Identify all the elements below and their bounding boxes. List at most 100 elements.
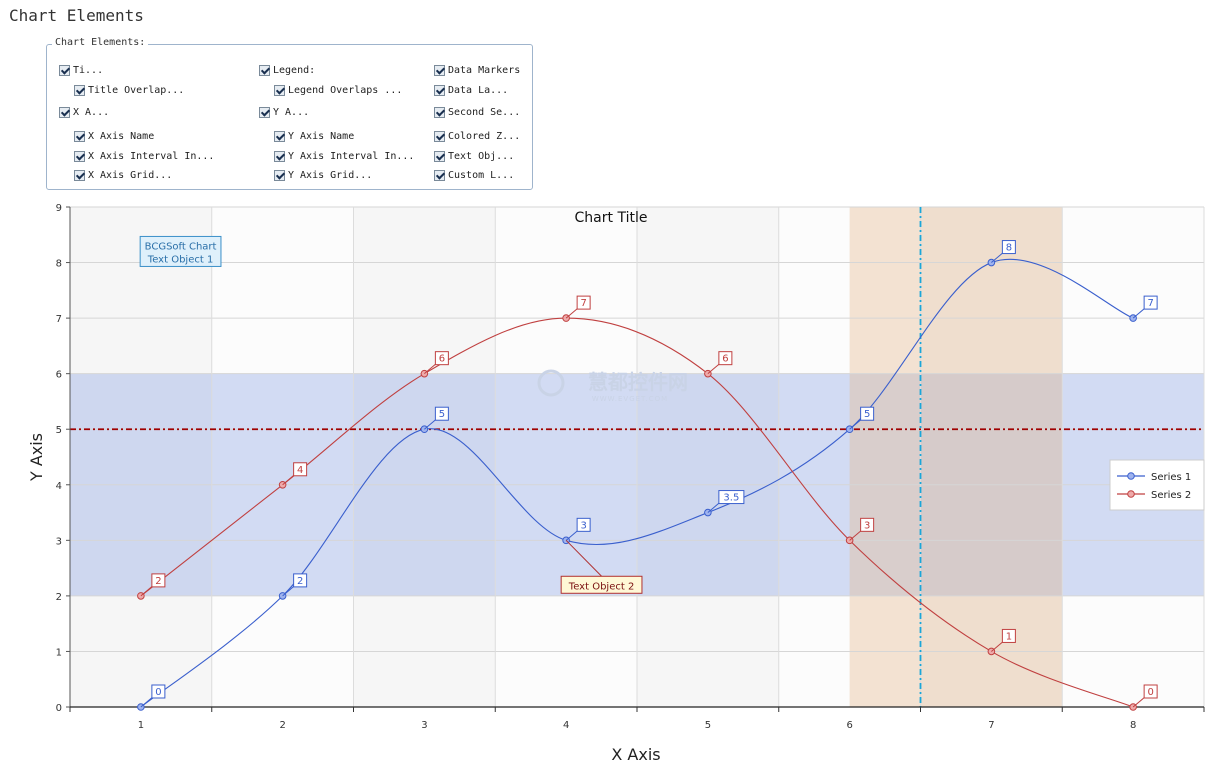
option-checkbox-row[interactable]: Legend: (259, 63, 315, 77)
checkbox[interactable] (274, 130, 285, 142)
data-label-box (293, 573, 308, 588)
data-label: 7 (1147, 298, 1153, 309)
legend-marker (1127, 490, 1135, 498)
option-checkbox-row[interactable]: X A... (59, 105, 109, 119)
data-label-box (434, 406, 449, 421)
reference-lines (70, 207, 1204, 707)
y-tick-label: 9 (56, 203, 62, 214)
plot-column (778, 207, 921, 707)
data-label: 6 (722, 354, 728, 365)
checkbox[interactable] (259, 106, 270, 118)
x-colored-zone (849, 207, 1063, 707)
option-checkbox-row[interactable]: Custom L... (434, 168, 514, 182)
checkbox[interactable] (434, 64, 445, 76)
option-checkbox-row[interactable]: Second Se... (434, 105, 520, 119)
text-object-leader (565, 539, 602, 577)
chart-title: Chart Title (575, 210, 648, 226)
data-label: 2 (155, 576, 161, 587)
y-tick-label: 6 (56, 370, 62, 381)
legend-box (1109, 459, 1205, 511)
chart-legend: Series 1 Series 2 (1109, 459, 1205, 511)
checkbox[interactable] (274, 84, 285, 96)
checkbox[interactable] (59, 106, 70, 118)
checkbox[interactable] (74, 130, 85, 142)
option-checkbox-row[interactable]: Text Obj... (434, 149, 514, 163)
option-checkbox-row[interactable]: Ti... (59, 63, 103, 77)
text-objects: BCGSoft Chart Text Object 1 Text Object 2 (139, 235, 643, 594)
option-checkbox-row[interactable]: Y Axis Interval In... (274, 149, 414, 163)
plot-column (353, 207, 496, 707)
plot-column (495, 207, 637, 707)
checkbox[interactable] (74, 84, 85, 96)
data-label: 0 (155, 687, 161, 698)
x-tick-label: 7 (988, 720, 994, 731)
checkbox-label: Colored Z... (448, 130, 521, 142)
checkbox[interactable] (434, 150, 445, 162)
option-checkbox-row[interactable]: Colored Z... (434, 129, 520, 143)
plot-column (637, 207, 779, 707)
watermark-logo-icon (537, 369, 565, 397)
y-tick-label: 7 (56, 314, 62, 325)
text-object-label: Text Object 1 (147, 254, 214, 265)
data-label-box (1001, 628, 1016, 643)
plot-column (920, 207, 1063, 707)
data-label: 0 (1147, 687, 1153, 698)
checkbox-label: X Axis Interval In... (88, 150, 215, 162)
checkbox-label: Second Se... (448, 106, 521, 118)
legend-label: Series 1 (1151, 472, 1191, 483)
plot-column (1062, 207, 1204, 707)
axes: 0 1 2 3 4 5 6 7 8 9 1 2 3 4 5 6 7 8 (56, 203, 1205, 731)
checkbox-label: Legend Overlaps ... (288, 84, 403, 96)
plot-column (70, 207, 212, 707)
data-label: 3 (864, 520, 870, 531)
option-checkbox-row[interactable]: Data Markers (434, 63, 520, 77)
option-checkbox-row[interactable]: Y Axis Grid... (274, 168, 372, 182)
option-checkbox-row[interactable]: Data La... (434, 83, 508, 97)
x-tick-label: 1 (138, 720, 144, 731)
checkbox[interactable] (434, 84, 445, 96)
y-tick-label: 2 (56, 592, 62, 603)
watermark-subtext: WWW.EVGET.COM (592, 395, 668, 403)
text-object-label: Text Object 2 (568, 581, 635, 592)
option-checkbox-row[interactable]: X Axis Grid... (74, 168, 172, 182)
checkbox-label: Legend: (273, 64, 316, 76)
legend-marker (1127, 472, 1135, 480)
checkbox-label: X Axis Name (88, 130, 155, 142)
checkbox[interactable] (274, 150, 285, 162)
checkbox[interactable] (434, 106, 445, 118)
x-tick-label: 2 (279, 720, 285, 731)
checkbox[interactable] (274, 169, 285, 181)
option-checkbox-row[interactable]: Y Axis Name (274, 129, 354, 143)
data-label: 8 (1006, 243, 1012, 254)
option-checkbox-row[interactable]: X Axis Name (74, 129, 154, 143)
y-axis-title: Y Axis (27, 433, 46, 482)
text-object-box (560, 575, 643, 594)
checkbox[interactable] (74, 150, 85, 162)
option-checkbox-row[interactable]: X Axis Interval In... (74, 149, 214, 163)
chart-elements-group (46, 44, 533, 190)
checkbox-label: Text Obj... (448, 150, 515, 162)
checkbox[interactable] (434, 169, 445, 181)
option-checkbox-row[interactable]: Legend Overlaps ... (274, 83, 402, 97)
checkbox[interactable] (59, 64, 70, 76)
data-label: 4 (297, 465, 303, 476)
option-checkbox-row[interactable]: Y A... (259, 105, 309, 119)
checkbox[interactable] (434, 130, 445, 142)
data-label-box (1001, 240, 1016, 255)
x-tick-label: 4 (563, 720, 569, 731)
data-label: 7 (580, 298, 586, 309)
data-label: 6 (439, 354, 445, 365)
plot-column (211, 207, 354, 707)
checkbox-label: Ti... (73, 64, 104, 76)
data-label: 1 (1006, 631, 1012, 642)
x-tick-label: 8 (1130, 720, 1136, 731)
checkbox[interactable] (259, 64, 270, 76)
data-label-box (860, 517, 875, 532)
option-checkbox-row[interactable]: Title Overlap... (74, 83, 184, 97)
data-labels: 0 2 5 3 3.5 5 8 7 2 4 6 7 6 3 1 0 (140, 240, 1158, 708)
data-label-box (718, 490, 745, 505)
data-label-box (151, 684, 166, 699)
checkbox[interactable] (74, 169, 85, 181)
